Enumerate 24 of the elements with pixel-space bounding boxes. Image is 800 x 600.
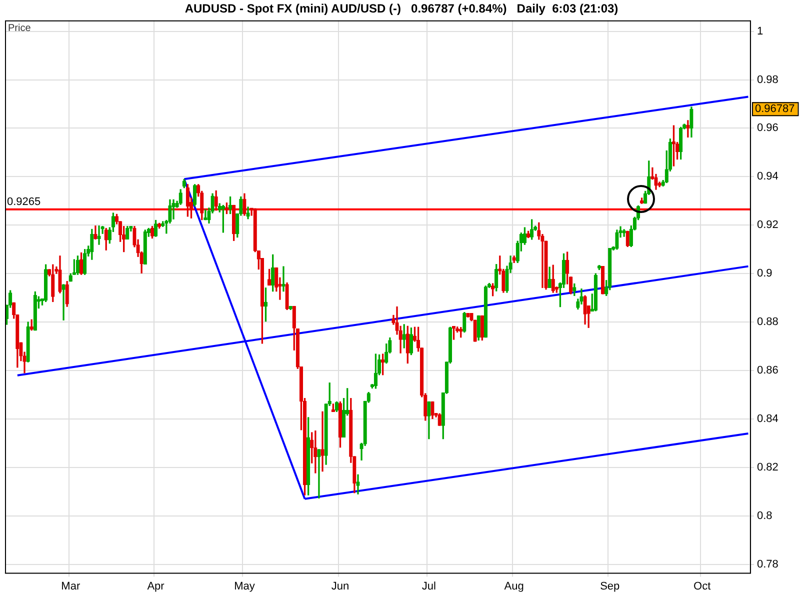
x-tick-label: Jun [331,580,350,592]
y-tick-label: 0.98 [757,74,778,86]
x-tick-label: Sep [600,580,620,592]
y-tick-label: 0.96 [757,122,778,134]
chart-title: AUDUSD - Spot FX (mini) AUD/USD (-) 0.96787 (+0.84%) Daily 6:03 (21:03) [184,2,618,16]
y-tick-label: 0.86 [757,364,778,377]
y-tick-label: 0.9 [757,268,772,280]
x-tick-label: May [234,580,256,592]
y-tick-label: 0.94 [757,170,778,183]
ref-line-label: 0.9265 [7,196,41,208]
x-tick-label: Jul [422,580,436,592]
y-tick-label: 0.92 [757,219,778,232]
x-tick-label: Apr [147,580,165,592]
y-tick-label: 0.88 [757,316,778,328]
x-tick-label: Aug [504,580,524,592]
text: 0.96787 [755,103,795,116]
y-tick-label: 0.78 [757,558,778,570]
y-tick-label: 1 [757,25,764,38]
x-tick-label: Oct [694,580,711,592]
y-tick-label: 0.84 [757,412,778,425]
y-axis-title: Price [8,23,32,34]
y-tick-label: 0.8 [757,510,772,522]
x-tick-label: Mar [61,580,80,592]
y-tick-label: 0.82 [757,461,778,474]
